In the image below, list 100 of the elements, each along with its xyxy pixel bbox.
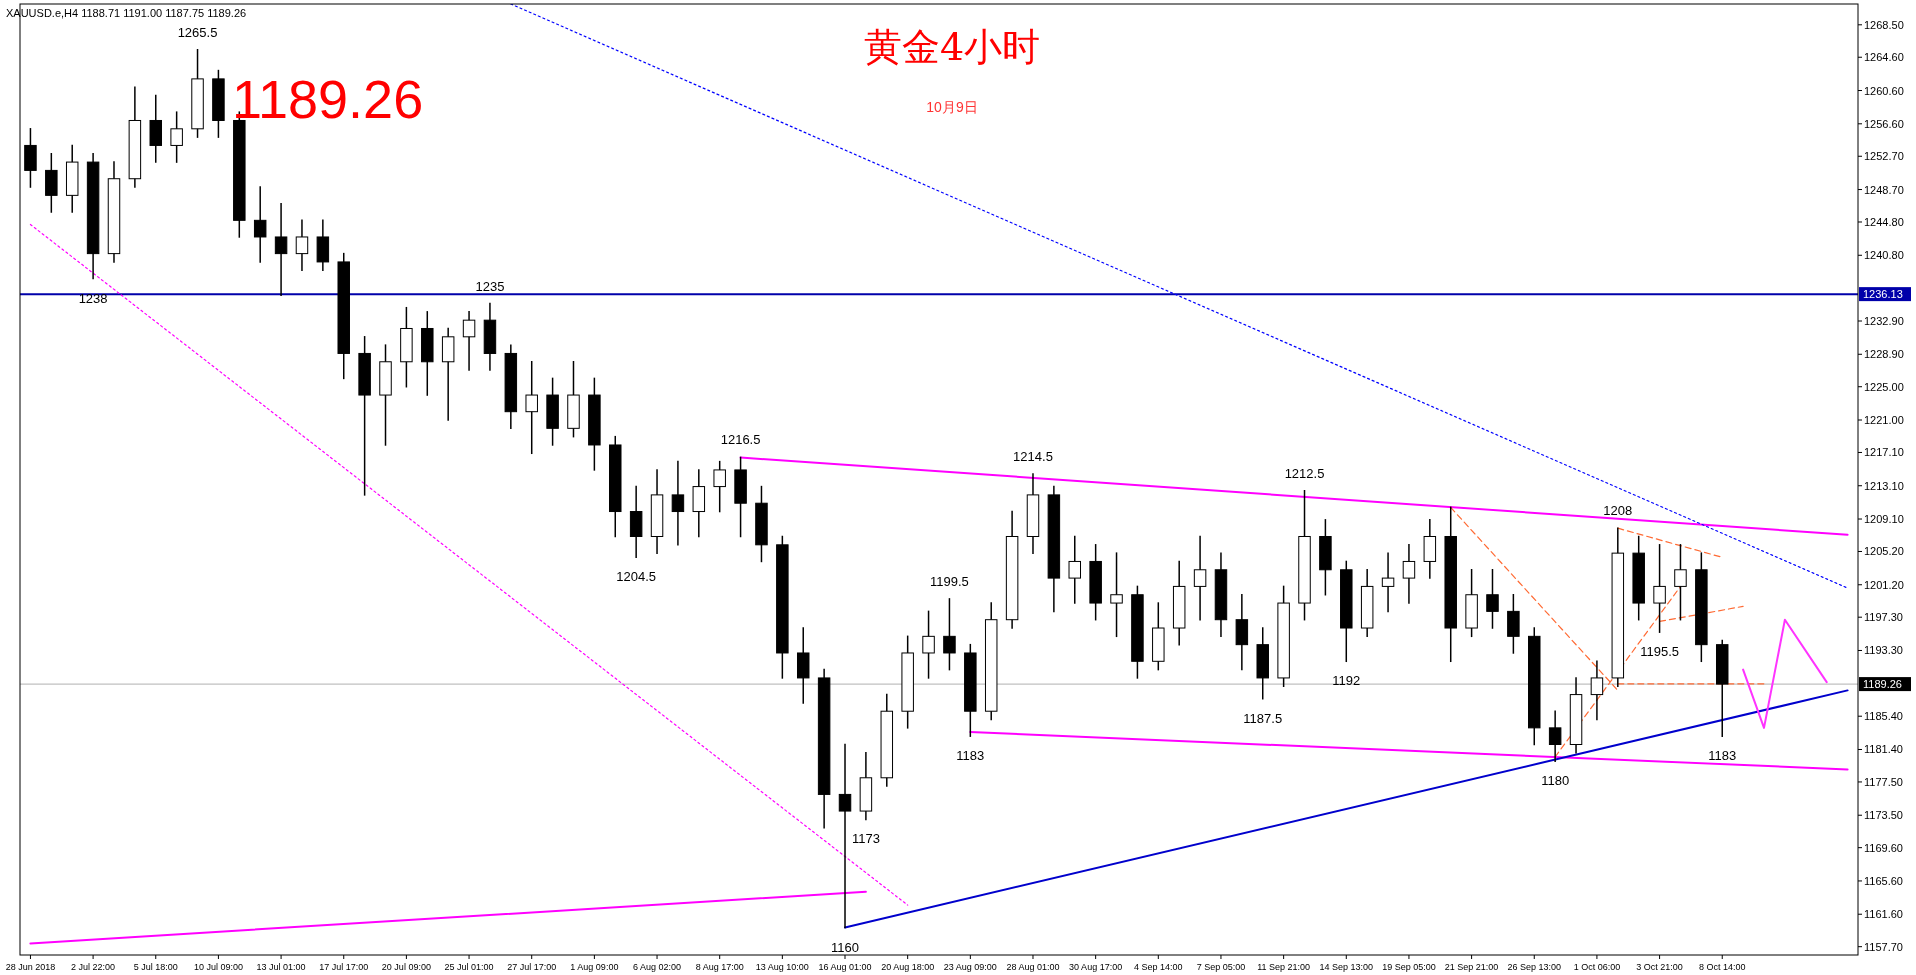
candlestick [525,361,538,455]
annotation: 1235 [475,278,505,294]
x-tick-label: 6 Aug 02:00 [633,962,682,972]
annotation: 1183 [956,748,985,764]
annotation: 1216.5 [720,432,761,448]
candlestick [274,202,288,296]
candlestick [1548,710,1562,762]
y-tick-label: 1157.70 [1864,940,1903,953]
candlestick [838,743,852,929]
candlestick [1068,535,1082,604]
annotation: 1173 [851,831,880,847]
x-tick-label: 14 Sep 13:00 [1319,962,1374,972]
candlestick [713,460,726,513]
x-tick-label: 13 Jul 01:00 [256,962,306,972]
y-tick-label: 1201.20 [1864,578,1904,591]
annotation: 1238 [78,290,108,306]
annotation: 1199.5 [930,573,969,589]
y-tick-label: 1185.40 [1864,710,1903,723]
x-tick-label: 23 Aug 09:00 [943,962,997,972]
y-tick-label: 1165.60 [1864,874,1903,887]
candlestick [170,111,183,163]
x-tick-label: 13 Aug 10:00 [755,962,809,972]
annotation: 1265.5 [177,24,218,40]
candlestick [943,598,956,671]
annotation: 1160 [831,939,859,955]
annotation: 1189.26 [232,69,424,129]
x-tick-label: 1 Aug 09:00 [570,962,619,972]
x-tick-label: 2 Jul 22:00 [71,962,116,972]
y-tick-label: 1268.50 [1864,18,1904,31]
x-tick-label: 19 Sep 05:00 [1382,962,1436,972]
y-tick-label: 1232.90 [1864,315,1904,327]
x-tick-label: 8 Aug 17:00 [695,962,744,972]
annotation: XAUUSD.e,H4 1188.71 1191.00 1187.75 1189.26 [6,7,247,19]
candlestick [295,219,309,271]
annotation: 1192 [1332,673,1361,689]
annotation: 1212.5 [1284,465,1325,481]
annotation: 1180 [1541,773,1570,789]
x-tick-label: 7 Sep 05:00 [1196,962,1246,972]
candlestick [1653,544,1666,633]
text: 黄金4小时 [863,25,1041,69]
candlestick [253,186,267,263]
x-tick-label: 30 Aug 17:00 [1069,962,1123,972]
x-tick-label: 16 Aug 01:00 [818,962,872,972]
x-tick-label: 28 Aug 01:00 [1006,962,1060,972]
candlestick [1193,535,1207,621]
y-tick-label: 1248.70 [1864,183,1904,196]
candlestick [922,610,935,679]
y-tick-label: 1252.70 [1864,150,1904,163]
x-tick-label: 1 Oct 06:00 [1573,962,1621,972]
x-tick-label: 8 Oct 14:00 [1698,962,1746,972]
y-tick-label: 1169.60 [1864,841,1903,854]
x-tick-label: 4 Sep 14:00 [1134,962,1183,972]
y-tick-label: 1197.30 [1864,611,1903,624]
x-tick-label: 11 Sep 21:00 [1257,962,1311,972]
annotation: 1187.5 [1243,710,1283,726]
y-tick-label: 1217.10 [1864,446,1904,459]
annotation: 1195.5 [1640,644,1679,660]
candlestick [462,311,476,371]
x-tick-label: 27 Jul 17:00 [507,962,557,972]
candlestick [1110,552,1123,638]
y-tick-label: 1205.20 [1864,545,1904,558]
y-tick-label: 1264.60 [1864,51,1904,64]
y-tick-label: 1209.10 [1864,513,1904,526]
y-tick-label: 1244.80 [1864,215,1904,228]
annotation: 1204.5 [616,569,657,585]
candlestick [671,460,685,546]
x-tick-label: 25 Jul 01:00 [444,962,494,972]
annotation: 1208 [1603,503,1633,519]
y-tick-label: 1161.60 [1864,908,1903,921]
candlestick [1402,544,1416,604]
annotation: 1183 [1708,748,1737,764]
x-tick-label: 3 Oct 21:00 [1636,962,1683,972]
x-tick-label: 10 Jul 09:00 [193,962,243,972]
y-tick-label: 1240.80 [1864,249,1904,262]
y-tick-label: 1228.90 [1864,348,1904,361]
candlestick [1381,552,1395,613]
y-tick-label: 1256.60 [1864,117,1904,130]
candlestick [1486,569,1499,629]
y-tick-label: 1193.30 [1864,644,1903,657]
x-tick-label: 5 Jul 18:00 [133,962,178,972]
y-tick-label: 1177.50 [1864,775,1903,788]
x-tick-label: 20 Jul 09:00 [381,962,431,972]
y-tick-label: 1173.50 [1864,809,1903,822]
line-series [1742,618,1828,729]
text: 10月9日 [926,99,978,115]
y-tick-label: 1181.40 [1864,743,1903,756]
y-tick-label: 1221.00 [1864,414,1904,427]
annotation: 1214.5 [1013,449,1053,465]
y-tick-label: 1260.60 [1864,84,1904,97]
candlestick [1590,660,1604,721]
x-tick-label: 21 Sep 21:00 [1444,962,1499,972]
ref-line-label: 1189.26 [1863,678,1902,691]
y-tick-label: 1213.10 [1864,479,1904,492]
x-tick-label: 20 Aug 18:00 [881,962,935,972]
x-tick-label: 28 Jun 2018 [5,962,56,972]
candlestick [1674,544,1687,621]
ref-line-label: 1236.13 [1863,288,1903,301]
x-tick-label: 17 Jul 17:00 [319,962,369,972]
x-tick-label: 26 Sep 13:00 [1507,962,1562,972]
y-tick-label: 1225.00 [1864,380,1904,393]
